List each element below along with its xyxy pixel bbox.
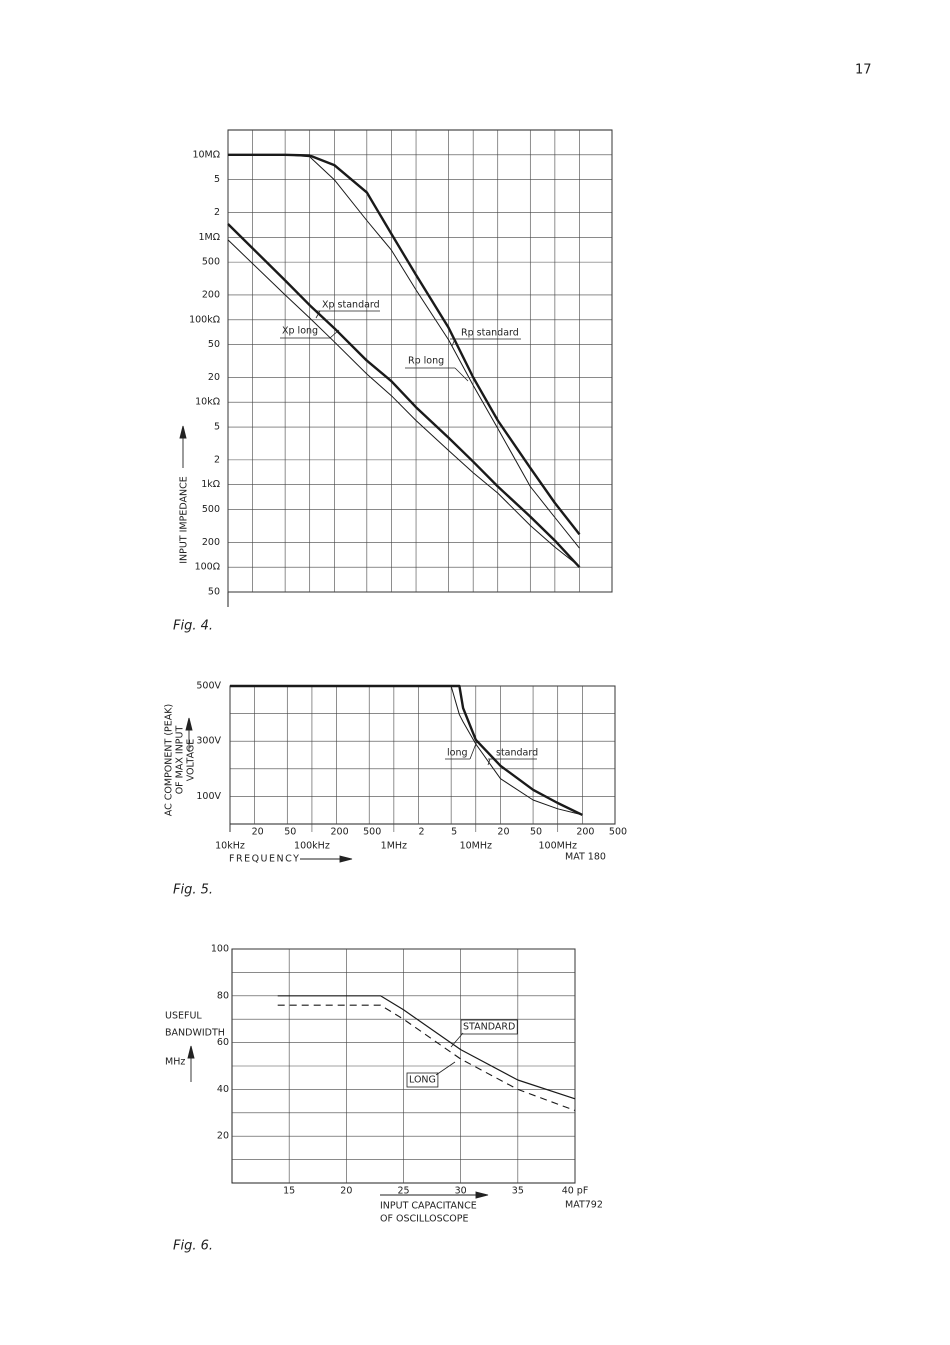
- label-leader: [329, 329, 340, 339]
- y-tick-label: 40: [217, 1084, 229, 1095]
- series-line: [277, 1004, 576, 1112]
- x-axis-label: INPUT CAPACITANCE: [380, 1201, 477, 1212]
- x-tick-label: 500: [609, 827, 627, 838]
- y-tick-label: 100kΩ: [189, 314, 220, 325]
- label-leader: [315, 310, 321, 319]
- x-tick-label: 2: [419, 827, 425, 838]
- x-tick-label: 35: [512, 1186, 524, 1197]
- x-tick-label: 200: [576, 827, 594, 838]
- y-axis-label: INPUT IMPEDANCE: [179, 476, 190, 564]
- figure-caption: Fig. 5.: [173, 883, 213, 898]
- y-tick-label: 10kΩ: [195, 397, 220, 408]
- label-box: [460, 1019, 518, 1035]
- x-tick-label: 100kHz: [294, 841, 330, 852]
- y-tick-label: 1MΩ: [198, 232, 220, 243]
- y-axis-label: VOLTAGE: [186, 739, 197, 782]
- series-line: [227, 223, 581, 569]
- label-box: [406, 1072, 439, 1088]
- series-label: STANDARD: [463, 1022, 515, 1033]
- y-tick-label: 500V: [196, 681, 221, 692]
- x-axis-label: OF OSCILLOSCOPE: [380, 1214, 469, 1225]
- y-tick-label: 500: [202, 504, 220, 515]
- y-tick-label: 1kΩ: [201, 479, 220, 490]
- y-tick-label: 10MΩ: [192, 149, 220, 160]
- y-tick-label: 60: [217, 1037, 229, 1048]
- series-line: [277, 995, 576, 1100]
- y-tick-label: 500: [202, 257, 220, 268]
- x-tick-label: 500: [363, 827, 381, 838]
- series-label: standard: [496, 748, 538, 759]
- series-line: [228, 154, 580, 549]
- series-label: Rp standard: [461, 328, 519, 339]
- y-tick-label: 200: [202, 537, 220, 548]
- y-axis-label: MHz: [165, 1057, 185, 1068]
- x-tick-label: 40 pF: [562, 1186, 589, 1197]
- series-line: [230, 684, 583, 816]
- y-axis-label: OF MAX INPUT: [175, 726, 186, 795]
- x-tick-label: 200: [331, 827, 349, 838]
- y-tick-label: 20: [217, 1131, 229, 1142]
- y-tick-label: 2: [214, 207, 220, 218]
- y-tick-label: 5: [214, 174, 220, 185]
- label-leader: [435, 1061, 456, 1076]
- x-axis-label: FREQUENCY: [229, 854, 300, 865]
- x-tick-label: 50: [284, 827, 296, 838]
- x-tick-label: 30: [455, 1186, 467, 1197]
- y-tick-label: 80: [217, 990, 229, 1001]
- series-label: Rp long: [408, 356, 444, 367]
- figure-code: MAT 180: [565, 852, 606, 863]
- label-leader: [454, 367, 469, 382]
- figure-caption: Fig. 6.: [173, 1239, 213, 1254]
- x-tick-label: 10kHz: [215, 841, 245, 852]
- y-axis-label: AC COMPONENT (PEAK): [164, 704, 175, 816]
- x-tick-label: 5: [451, 827, 457, 838]
- page-number: 17: [855, 63, 872, 78]
- y-tick-label: 300V: [196, 736, 221, 747]
- x-tick-label: 100MHz: [538, 841, 576, 852]
- series-label: Xp standard: [322, 300, 380, 311]
- y-tick-label: 2: [214, 454, 220, 465]
- x-tick-label: 25: [397, 1186, 409, 1197]
- y-axis-label: BANDWIDTH: [165, 1028, 225, 1039]
- label-leader: [451, 338, 456, 347]
- y-tick-label: 50: [208, 339, 220, 350]
- y-axis-label: USEFUL: [165, 1011, 202, 1022]
- figure-code: MAT792: [565, 1200, 603, 1211]
- y-tick-label: 100Ω: [195, 562, 220, 573]
- x-tick-label: 20: [252, 827, 264, 838]
- series-label: LONG: [409, 1075, 436, 1086]
- y-tick-label: 50: [208, 587, 220, 598]
- series-line: [228, 153, 581, 536]
- series-label: Xp long: [282, 326, 318, 337]
- arrows: [179, 425, 489, 1199]
- series-label: long: [447, 748, 468, 759]
- figure-caption: Fig. 4.: [173, 619, 213, 634]
- label-leader: [469, 740, 478, 760]
- y-tick-label: 5: [214, 422, 220, 433]
- x-tick-label: 20: [497, 827, 509, 838]
- series-line: [227, 239, 580, 567]
- y-tick-label: 100V: [196, 791, 221, 802]
- label-leader: [450, 1032, 464, 1048]
- x-tick-label: 15: [283, 1186, 295, 1197]
- y-tick-label: 200: [202, 289, 220, 300]
- x-tick-label: 50: [530, 827, 542, 838]
- y-tick-label: 100: [211, 944, 229, 955]
- y-tick-label: 20: [208, 372, 220, 383]
- x-tick-label: 20: [340, 1186, 352, 1197]
- x-tick-label: 10MHz: [460, 841, 492, 852]
- x-tick-label: 1MHz: [381, 841, 407, 852]
